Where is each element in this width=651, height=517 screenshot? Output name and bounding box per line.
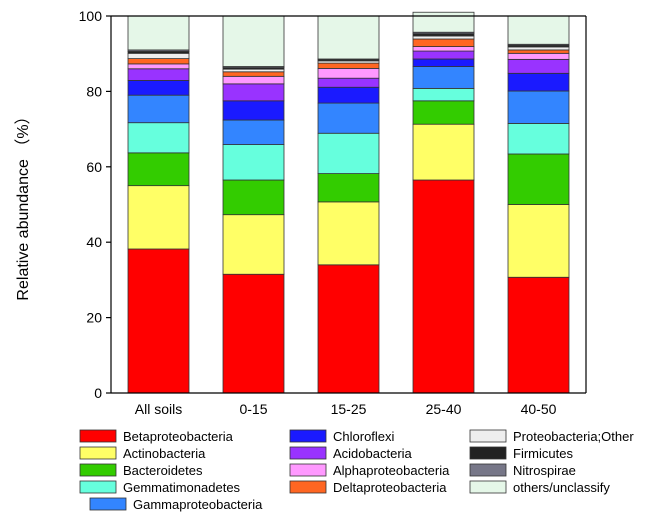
axes-layer <box>110 15 587 394</box>
bar-15-25-chloroflexi <box>317 86 380 104</box>
legend-label-firmicutes: Firmicutes <box>513 446 573 461</box>
legend-swatch-firmicutes <box>469 446 507 460</box>
legend-label-gemmatimonadetes: Gemmatimonadetes <box>123 480 241 495</box>
bar-25-40-alphaproteobacteria <box>412 46 475 52</box>
bar-all-soils-actinobacteria <box>127 185 190 250</box>
bar-15-25-bacteroidetes <box>317 173 380 203</box>
bar-0-15-betaproteobacteria <box>222 273 285 394</box>
bar-40-50-actinobacteria <box>507 204 570 278</box>
bar-15-25-acidobacteria <box>317 77 380 88</box>
legend-label-proteobacteria-other: Proteobacteria;Other <box>513 429 634 444</box>
bar-25-40-others-unclassify <box>412 11 475 33</box>
bar-all-soils-betaproteobacteria <box>127 248 190 394</box>
bar-40-50-proteobacteria-other <box>507 46 570 51</box>
legend-swatch-others-unclassify <box>469 480 507 494</box>
legend-swatch-betaproteobacteria <box>79 429 117 443</box>
bar-all-soils-others-unclassify <box>127 15 190 51</box>
y-tick-label: 80 <box>86 83 102 99</box>
bar-40-50-alphaproteobacteria <box>507 52 570 60</box>
legend-label-actinobacteria: Actinobacteria <box>123 446 206 461</box>
legend-label-betaproteobacteria: Betaproteobacteria <box>123 429 234 444</box>
legend-label-gammaproteobacteria: Gammaproteobacteria <box>133 497 263 512</box>
legend-swatch-chloroflexi <box>289 429 327 443</box>
bar-all-soils-bacteroidetes <box>127 152 190 187</box>
legend-label-deltaproteobacteria: Deltaproteobacteria <box>333 480 447 495</box>
bar-15-25-betaproteobacteria <box>317 264 380 394</box>
y-ticks: 0 20 40 60 80 100 <box>79 8 111 401</box>
bar-0-15-deltaproteobacteria <box>222 71 285 77</box>
bar-all-soils-chloroflexi <box>127 80 190 96</box>
legend-swatch-deltaproteobacteria <box>289 480 327 494</box>
legend-label-bacteroidetes: Bacteroidetes <box>123 463 203 478</box>
legend-swatch-acidobacteria <box>289 446 327 460</box>
bar-0-15-acidobacteria <box>222 83 285 102</box>
bar-40-50-bacteroidetes <box>507 153 570 205</box>
bar-40-50-deltaproteobacteria <box>507 49 570 54</box>
legend-label-chloroflexi: Chloroflexi <box>333 429 395 444</box>
x-tick-labels: All soils 0-15 15-25 25-40 40-50 <box>135 401 557 417</box>
y-tick-label: 100 <box>79 8 103 24</box>
bar-40-50-chloroflexi <box>507 72 570 92</box>
x-tick-label: 0-15 <box>239 401 267 417</box>
bar-0-15-others-unclassify <box>222 15 285 67</box>
bar-15-25-alphaproteobacteria <box>317 68 380 79</box>
y-tick-label: 60 <box>86 159 102 175</box>
bar-0-15-bacteroidetes <box>222 179 285 216</box>
bar-15-25-others-unclassify <box>317 15 380 60</box>
x-tick-label: 40-50 <box>521 401 557 417</box>
bar-25-40-bacteroidetes <box>412 100 475 125</box>
bar-40-50-gemmatimonadetes <box>507 123 570 155</box>
legend-swatch-bacteroidetes <box>79 463 117 477</box>
bar-all-soils-alphaproteobacteria <box>127 63 190 70</box>
bar-25-40-acidobacteria <box>412 50 475 60</box>
bars-layer <box>127 11 570 394</box>
bar-25-40-actinobacteria <box>412 123 475 181</box>
bar-40-50-gammaproteobacteria <box>507 90 570 124</box>
legend: Betaproteobacteria Actinobacteria Bacteroi… <box>79 429 634 512</box>
bar-0-15-alphaproteobacteria <box>222 75 285 85</box>
bar-0-15-chloroflexi <box>222 100 285 121</box>
x-tick-label: 15-25 <box>331 401 367 417</box>
y-tick-label: 40 <box>86 234 102 250</box>
legend-label-nitrospirae: Nitrospirae <box>513 463 576 478</box>
bar-25-40-deltaproteobacteria <box>412 38 475 47</box>
legend-label-acidobacteria: Acidobacteria <box>333 446 413 461</box>
bar-25-40-betaproteobacteria <box>412 179 475 394</box>
legend-swatch-gemmatimonadetes <box>79 480 117 494</box>
y-tick-label: 0 <box>94 385 102 401</box>
bar-25-40-gemmatimonadetes <box>412 87 475 102</box>
bar-0-15-gammaproteobacteria <box>222 119 285 145</box>
bar-all-soils-deltaproteobacteria <box>127 58 190 65</box>
bar-0-15-gemmatimonadetes <box>222 144 285 181</box>
bar-25-40-chloroflexi <box>412 58 475 67</box>
legend-swatch-nitrospirae <box>469 463 507 477</box>
bar-25-40-proteobacteria-other <box>412 35 475 40</box>
y-axis-title: Relative abundance （%） <box>14 108 32 300</box>
legend-swatch-actinobacteria <box>79 446 117 460</box>
bar-all-soils-acidobacteria <box>127 68 190 81</box>
bar-40-50-betaproteobacteria <box>507 276 570 394</box>
bar-40-50-others-unclassify <box>507 15 570 45</box>
bar-15-25-deltaproteobacteria <box>317 62 380 69</box>
x-tick-label: 25-40 <box>426 401 462 417</box>
legend-label-others-unclassify: others/unclassify <box>513 480 610 495</box>
bar-25-40-gammaproteobacteria <box>412 66 475 89</box>
legend-swatch-gammaproteobacteria <box>89 497 127 511</box>
legend-swatch-alphaproteobacteria <box>289 463 327 477</box>
y-tick-label: 20 <box>86 310 102 326</box>
bar-all-soils-proteobacteria-other <box>127 52 190 59</box>
bar-all-soils-gemmatimonadetes <box>127 122 190 154</box>
bar-0-15-actinobacteria <box>222 214 285 275</box>
bar-40-50-acidobacteria <box>507 58 570 74</box>
bar-15-25-gammaproteobacteria <box>317 102 380 134</box>
legend-swatch-proteobacteria-other <box>469 429 507 443</box>
x-tick-label: All soils <box>135 401 182 417</box>
legend-label-alphaproteobacteria: Alphaproteobacteria <box>333 463 450 478</box>
bar-15-25-actinobacteria <box>317 201 380 266</box>
bar-all-soils-gammaproteobacteria <box>127 94 190 124</box>
bar-15-25-gemmatimonadetes <box>317 132 380 174</box>
